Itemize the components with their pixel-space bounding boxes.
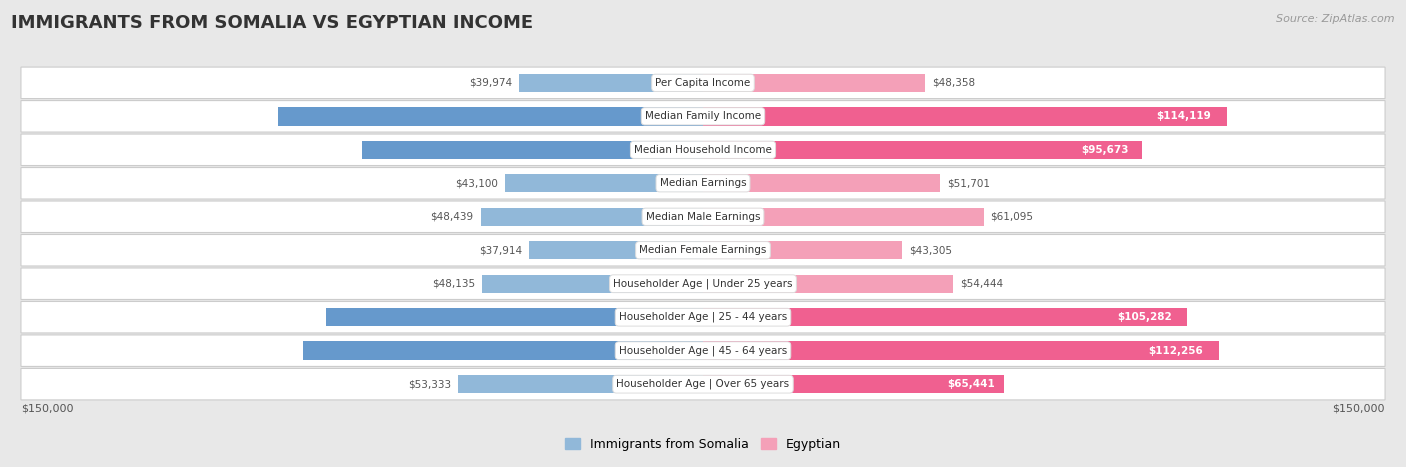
Bar (519, 74, 703, 92)
Text: Per Capita Income: Per Capita Income (655, 78, 751, 88)
FancyBboxPatch shape (21, 268, 1385, 299)
Text: $48,439: $48,439 (430, 212, 474, 222)
Text: Median Earnings: Median Earnings (659, 178, 747, 188)
Text: Median Male Earnings: Median Male Earnings (645, 212, 761, 222)
Bar (304, 341, 703, 360)
Bar (529, 241, 703, 260)
Text: $37,914: $37,914 (479, 245, 522, 255)
Text: $95,673: $95,673 (1081, 145, 1129, 155)
Text: Median Female Earnings: Median Female Earnings (640, 245, 766, 255)
Bar (703, 375, 1004, 393)
Text: Median Household Income: Median Household Income (634, 145, 772, 155)
Text: Householder Age | Over 65 years: Householder Age | Over 65 years (616, 379, 790, 389)
FancyBboxPatch shape (21, 168, 1385, 199)
Bar (703, 241, 901, 260)
FancyBboxPatch shape (21, 335, 1385, 367)
Text: $86,987: $86,987 (683, 346, 731, 356)
Bar (703, 174, 941, 192)
Text: Householder Age | 45 - 64 years: Householder Age | 45 - 64 years (619, 346, 787, 356)
Bar (703, 308, 1187, 326)
Text: $150,000: $150,000 (1333, 403, 1385, 413)
FancyBboxPatch shape (21, 201, 1385, 233)
Legend: Immigrants from Somalia, Egyptian: Immigrants from Somalia, Egyptian (565, 438, 841, 451)
Bar (703, 275, 953, 293)
FancyBboxPatch shape (21, 302, 1385, 333)
Bar (458, 375, 703, 393)
Bar (703, 107, 1227, 126)
Bar (703, 341, 1219, 360)
Text: $39,974: $39,974 (470, 78, 513, 88)
Text: Source: ZipAtlas.com: Source: ZipAtlas.com (1277, 14, 1395, 24)
Text: $51,701: $51,701 (948, 178, 990, 188)
Text: $74,300: $74,300 (686, 145, 734, 155)
Text: Householder Age | 25 - 44 years: Householder Age | 25 - 44 years (619, 312, 787, 322)
Text: $48,358: $48,358 (932, 78, 976, 88)
Text: $61,095: $61,095 (990, 212, 1033, 222)
FancyBboxPatch shape (21, 134, 1385, 165)
Text: $53,333: $53,333 (408, 379, 451, 389)
Bar (277, 107, 703, 126)
Bar (703, 207, 984, 226)
Bar (703, 141, 1143, 159)
Bar (703, 74, 925, 92)
Text: $150,000: $150,000 (21, 403, 73, 413)
Bar (326, 308, 703, 326)
Text: $54,444: $54,444 (960, 279, 1002, 289)
Text: $43,100: $43,100 (456, 178, 498, 188)
Text: $48,135: $48,135 (432, 279, 475, 289)
Bar (481, 207, 703, 226)
Text: Householder Age | Under 25 years: Householder Age | Under 25 years (613, 278, 793, 289)
Bar (505, 174, 703, 192)
Text: $105,282: $105,282 (1118, 312, 1173, 322)
Text: Median Family Income: Median Family Income (645, 111, 761, 121)
Text: $65,441: $65,441 (946, 379, 994, 389)
FancyBboxPatch shape (21, 100, 1385, 132)
Bar (482, 275, 703, 293)
FancyBboxPatch shape (21, 368, 1385, 400)
Text: $43,305: $43,305 (908, 245, 952, 255)
FancyBboxPatch shape (21, 234, 1385, 266)
Bar (361, 141, 703, 159)
FancyBboxPatch shape (21, 67, 1385, 99)
Text: $114,119: $114,119 (1157, 111, 1212, 121)
Text: $112,256: $112,256 (1149, 346, 1204, 356)
Text: $92,609: $92,609 (682, 111, 728, 121)
Text: $82,188: $82,188 (685, 312, 731, 322)
Text: IMMIGRANTS FROM SOMALIA VS EGYPTIAN INCOME: IMMIGRANTS FROM SOMALIA VS EGYPTIAN INCO… (11, 14, 533, 32)
